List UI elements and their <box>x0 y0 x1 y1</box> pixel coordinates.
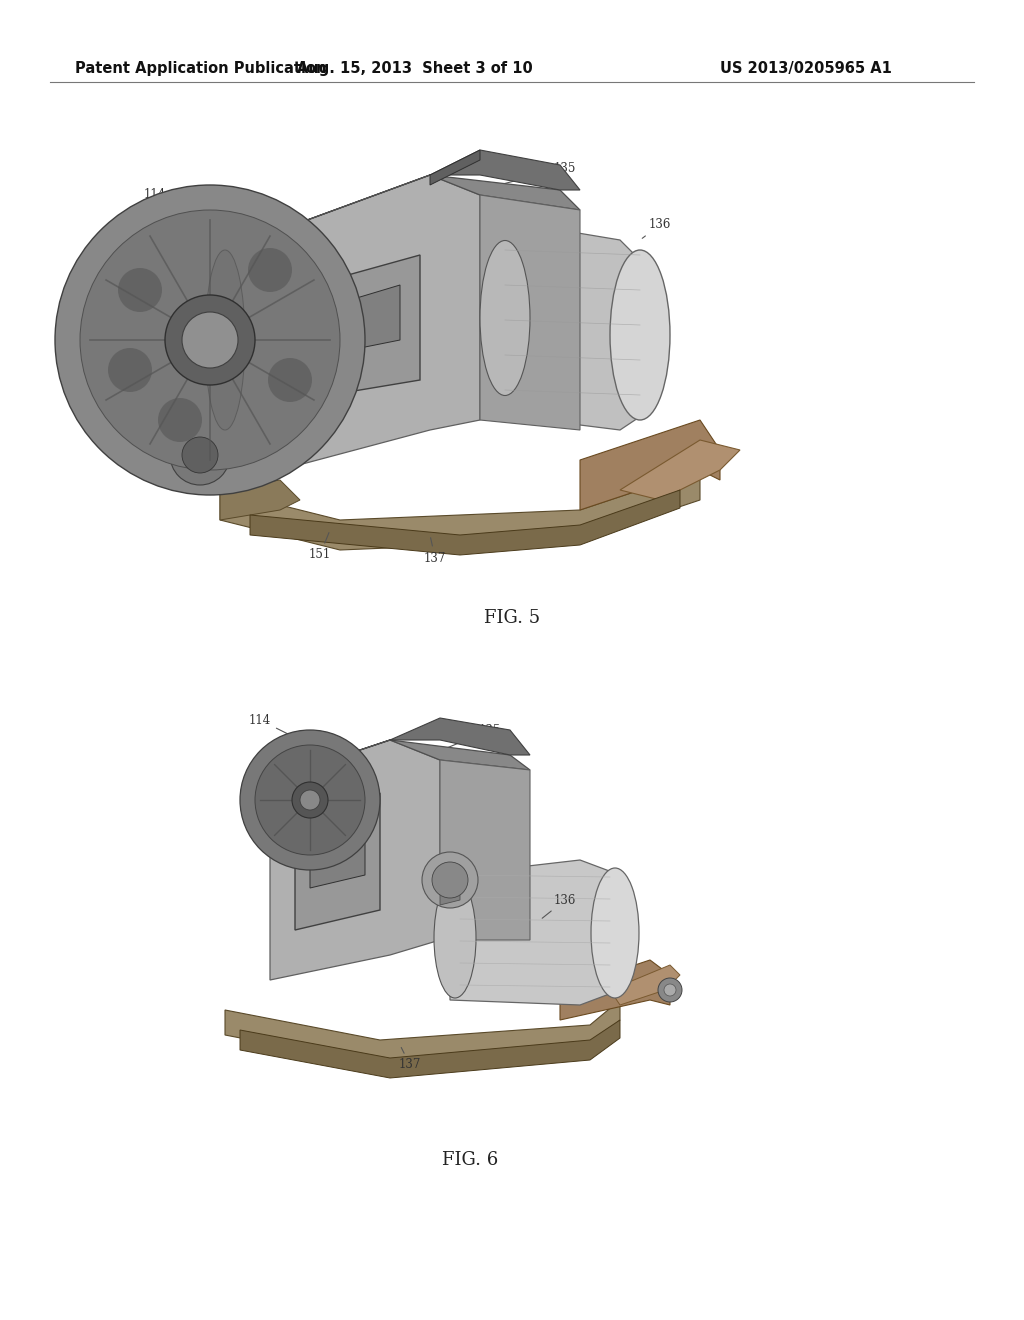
Polygon shape <box>280 260 340 305</box>
Polygon shape <box>430 150 580 190</box>
Circle shape <box>300 789 319 810</box>
Text: 136: 136 <box>642 219 671 239</box>
Text: 114: 114 <box>249 714 307 743</box>
Polygon shape <box>350 285 400 350</box>
Polygon shape <box>280 176 480 470</box>
Text: 136: 136 <box>542 894 577 919</box>
Text: FIG. 6: FIG. 6 <box>442 1151 498 1170</box>
Polygon shape <box>560 960 670 1020</box>
Polygon shape <box>430 150 480 185</box>
Polygon shape <box>280 176 580 230</box>
Polygon shape <box>250 490 680 554</box>
Ellipse shape <box>205 249 245 430</box>
Circle shape <box>170 425 230 484</box>
Polygon shape <box>270 741 440 979</box>
Polygon shape <box>610 965 680 1005</box>
Polygon shape <box>480 195 580 430</box>
Circle shape <box>158 399 202 442</box>
Circle shape <box>165 294 255 385</box>
Circle shape <box>182 437 218 473</box>
Polygon shape <box>295 793 380 931</box>
Polygon shape <box>620 440 740 500</box>
Circle shape <box>240 730 380 870</box>
Polygon shape <box>440 760 530 940</box>
Circle shape <box>248 248 292 292</box>
Polygon shape <box>330 255 420 395</box>
Text: 137: 137 <box>424 537 446 565</box>
Polygon shape <box>500 220 650 430</box>
Polygon shape <box>390 718 530 755</box>
Circle shape <box>422 851 478 908</box>
Text: 137: 137 <box>398 1048 421 1072</box>
Text: 117: 117 <box>139 371 217 396</box>
Polygon shape <box>225 1001 620 1065</box>
Polygon shape <box>310 822 365 888</box>
Circle shape <box>292 781 328 818</box>
Ellipse shape <box>434 878 476 998</box>
Text: 128: 128 <box>447 879 499 899</box>
Text: US 2013/0205965 A1: US 2013/0205965 A1 <box>720 61 892 75</box>
Ellipse shape <box>610 249 670 420</box>
Text: 114: 114 <box>144 189 278 239</box>
Text: FIG. 5: FIG. 5 <box>484 609 540 627</box>
Circle shape <box>55 185 365 495</box>
Text: 144: 144 <box>453 838 511 876</box>
Circle shape <box>255 744 365 855</box>
Text: 135: 135 <box>432 723 501 754</box>
Text: Patent Application Publication: Patent Application Publication <box>75 61 327 75</box>
Ellipse shape <box>591 869 639 998</box>
Text: 116: 116 <box>148 446 227 471</box>
Text: 151: 151 <box>309 532 331 561</box>
Polygon shape <box>220 470 700 550</box>
Polygon shape <box>450 861 620 1005</box>
Circle shape <box>182 312 238 368</box>
Circle shape <box>118 268 162 312</box>
Circle shape <box>664 983 676 997</box>
Polygon shape <box>270 741 530 780</box>
Circle shape <box>268 358 312 403</box>
Polygon shape <box>240 1020 620 1078</box>
Text: 135: 135 <box>463 161 577 194</box>
Circle shape <box>108 348 152 392</box>
Text: Aug. 15, 2013  Sheet 3 of 10: Aug. 15, 2013 Sheet 3 of 10 <box>297 61 532 75</box>
Ellipse shape <box>480 240 530 396</box>
Circle shape <box>658 978 682 1002</box>
Polygon shape <box>580 420 720 510</box>
Circle shape <box>80 210 340 470</box>
Polygon shape <box>440 865 460 906</box>
Circle shape <box>432 862 468 898</box>
Polygon shape <box>220 480 300 520</box>
